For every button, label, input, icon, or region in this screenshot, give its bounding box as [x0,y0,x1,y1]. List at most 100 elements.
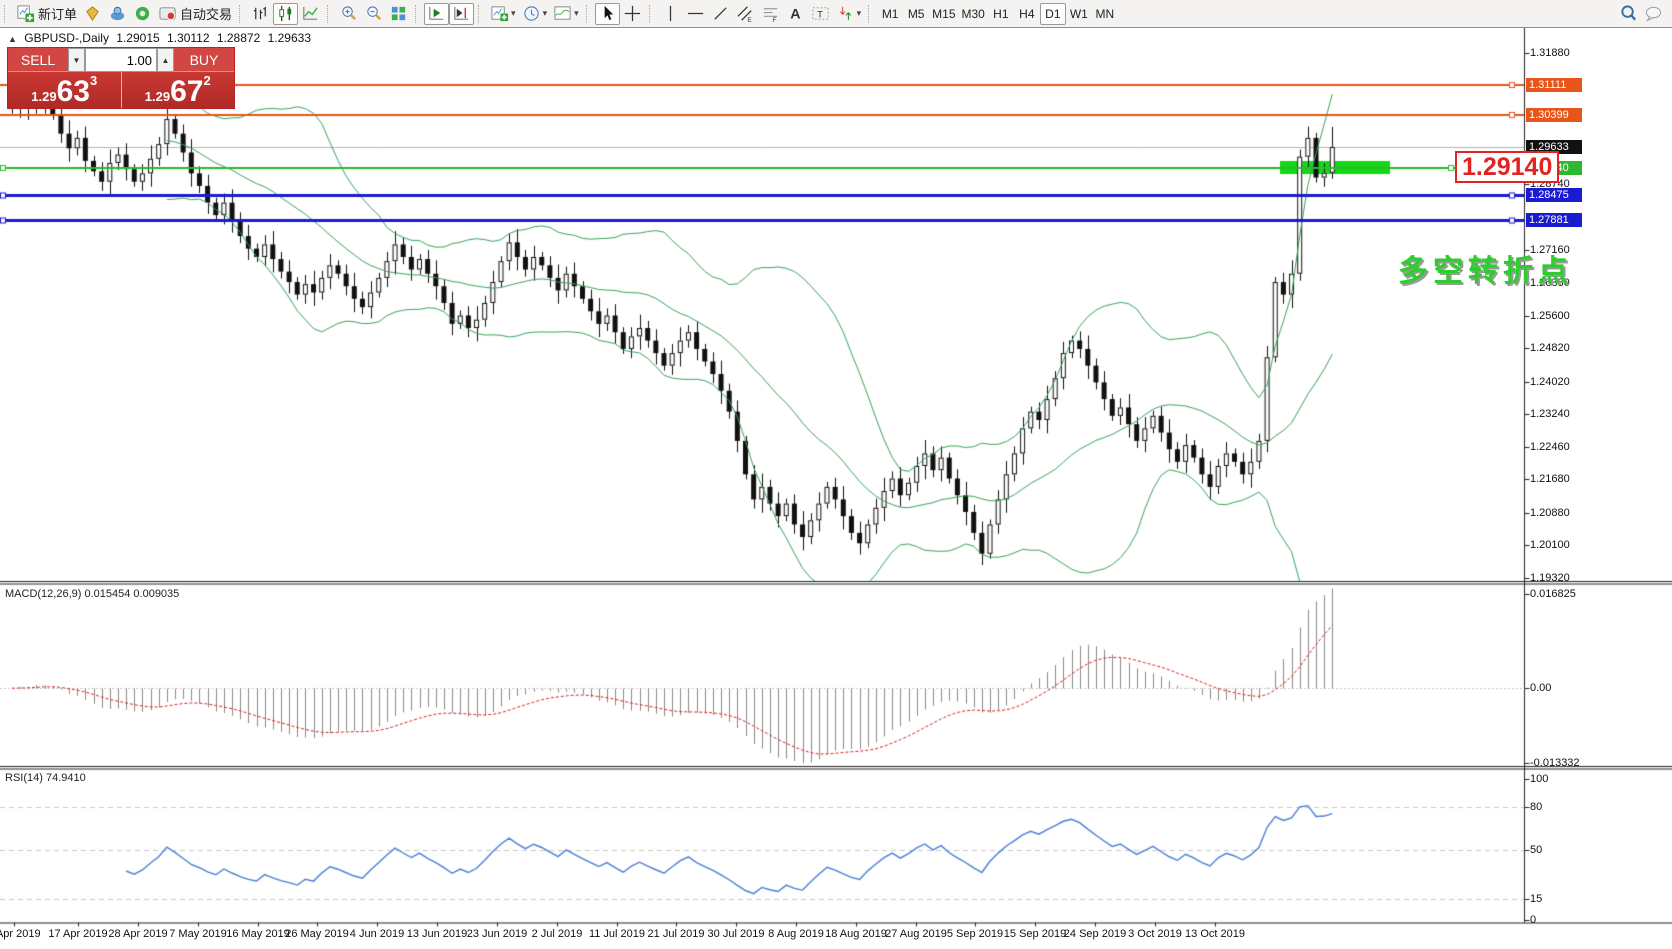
date-axis-label[interactable]: 24 Sep 2019 [1063,928,1127,940]
price-axis-tick[interactable]: 1.24820 [1530,342,1570,355]
period-dropdown[interactable]: ▾ [519,3,551,25]
date-axis-label[interactable]: 5 Sep 2019 [946,928,1004,940]
price-axis-tick[interactable]: 1.27160 [1530,244,1570,257]
cursor-button[interactable] [594,2,620,25]
date-axis-label[interactable]: 18 Aug 2019 [825,928,887,940]
rsi-axis-tick[interactable]: 100 [1530,773,1549,785]
current-price-tag[interactable]: 1.29633 [1526,139,1582,154]
template-dropdown[interactable]: ▾ [550,3,582,25]
date-axis-label[interactable]: 7 May 2019 [169,928,227,940]
volume-input[interactable] [85,48,157,72]
price-tag-1.30399[interactable]: 1.30399 [1526,107,1582,122]
timeframe-w1-button[interactable]: W1 [1066,3,1092,25]
timeframe-h1-button[interactable]: H1 [988,3,1014,25]
date-axis-label[interactable]: 13 Oct 2019 [1185,928,1245,940]
price-axis-tick[interactable]: 1.20100 [1530,539,1570,552]
timeframe-h4-button[interactable]: H4 [1014,3,1040,25]
chat-button[interactable] [1641,3,1666,25]
price-text-annotation[interactable]: 1.29140 [1455,151,1560,183]
toolbar-group-grip [585,4,592,23]
volume-up-button[interactable]: ▲ [157,48,174,72]
fibonacci-button[interactable]: F [758,3,783,25]
collapse-arrow-icon[interactable]: ▲ [8,34,17,44]
arrows-dropdown[interactable]: ▾ [833,3,865,25]
price-axis-tick[interactable]: 1.24020 [1530,375,1570,388]
candlestick-icon [279,5,292,22]
price-axis-tick[interactable]: 1.25600 [1530,309,1570,322]
timeframe-m15-button[interactable]: M15 [929,3,958,25]
volume-down-button[interactable]: ▼ [68,48,85,72]
date-axis-label[interactable]: 11 Jul 2019 [588,928,646,940]
equidistant-channel-button[interactable]: E [733,3,758,25]
buy-price[interactable]: 1.29 67 2 [121,72,234,108]
date-axis-label[interactable]: 8 Aug 2019 [768,928,824,940]
rsi-axis-tick[interactable]: 80 [1530,801,1543,814]
trendline-button[interactable] [708,3,733,25]
auto-scroll-button[interactable] [424,2,450,25]
price-axis-tick[interactable]: 1.31880 [1530,47,1570,59]
date-axis-label[interactable]: 4 Jun 2019 [349,928,405,940]
timeframe-m1-button[interactable]: M1 [877,3,903,25]
date-axis-label[interactable]: 17 Apr 2019 [48,928,108,940]
turning-point-annotation[interactable]: 多空转折点 [1398,255,1573,288]
chart-shift-icon [454,6,469,20]
candlestick-chart-button[interactable] [273,2,299,25]
date-axis-label[interactable]: 26 May 2019 [285,928,349,940]
tile-windows-button[interactable] [386,3,411,25]
macd-axis-tick[interactable]: 0.00 [1530,682,1552,695]
buy-button[interactable]: BUY [174,48,234,72]
chart-shift-button[interactable] [449,2,475,25]
sell-button[interactable]: SELL [8,48,68,72]
rsi-axis-tick[interactable]: 50 [1530,843,1543,856]
date-axis-label[interactable]: 21 Jul 2019 [647,928,705,940]
price-axis-tick[interactable]: 1.26380 [1530,276,1570,289]
macd-axis-tick[interactable]: 0.016825 [1530,588,1576,600]
date-axis-label[interactable]: 13 Jun 2019 [406,928,468,940]
rsi-axis-tick[interactable]: 0 [1530,914,1537,926]
date-axis-label[interactable]: 16 May 2019 [226,928,290,940]
timeframe-mn-button[interactable]: MN [1092,3,1118,25]
zoom-in-button[interactable] [336,3,361,25]
crosshair-button[interactable] [620,3,645,25]
zoom-out-button[interactable] [361,3,386,25]
bar-chart-button[interactable] [248,3,273,25]
price-tag-1.28475[interactable]: 1.28475 [1526,188,1582,203]
community-button[interactable] [105,3,130,25]
autotrading-button[interactable]: 自动交易 [155,3,235,25]
ohlc-open: 1.29015 [116,31,160,45]
text-button[interactable]: A [783,3,808,25]
price-axis-tick[interactable]: 1.20880 [1530,506,1570,519]
timeframe-m5-button[interactable]: M5 [903,3,929,25]
rsi-axis-tick[interactable]: 15 [1530,892,1543,905]
date-axis-label[interactable]: 3 Oct 2019 [1128,928,1182,940]
horizontal-line-button[interactable] [683,3,708,25]
price-axis-tick[interactable]: 1.21680 [1530,473,1570,486]
price-axis-tick[interactable]: 1.22460 [1530,440,1570,453]
macd-indicator-label: MACD(12,26,9) 0.015454 0.009035 [5,588,180,600]
macd-axis-tick[interactable]: -0.013332 [1530,757,1580,769]
date-axis-label[interactable]: 2 Jul 2019 [531,928,583,940]
search-button[interactable] [1616,3,1641,25]
date-axis-label[interactable]: 30 Jul 2019 [707,928,765,940]
text-label-button[interactable]: T [808,3,833,25]
date-axis-label[interactable]: 15 Sep 2019 [1003,928,1067,940]
price-axis-tick[interactable]: 1.23240 [1530,408,1570,421]
date-axis-label[interactable]: 8 Apr 2019 [0,928,41,940]
market-watch-button[interactable] [80,3,105,25]
timeframe-d1-button[interactable]: D1 [1039,2,1066,25]
price-tag-1.31111[interactable]: 1.31111 [1526,78,1582,93]
new-order-button[interactable]: 新订单 [13,3,80,25]
timeframe-m30-button[interactable]: M30 [959,3,988,25]
vertical-line-button[interactable] [658,3,683,25]
date-axis-label[interactable]: 27 Aug 2019 [885,928,947,940]
line-chart-button[interactable] [298,3,323,25]
news-signal-button[interactable] [130,3,155,25]
date-axis-label[interactable]: 23 Jun 2019 [466,928,528,940]
sell-price[interactable]: 1.29 63 3 [8,72,122,108]
price-tag-1.27881[interactable]: 1.27881 [1526,213,1582,228]
new-chart-dropdown[interactable]: ▾ [487,3,519,25]
tile-windows-icon [391,6,406,21]
date-axis-label[interactable]: 28 Apr 2019 [108,928,168,940]
price-axis-tick[interactable]: 1.19320 [1530,572,1570,584]
